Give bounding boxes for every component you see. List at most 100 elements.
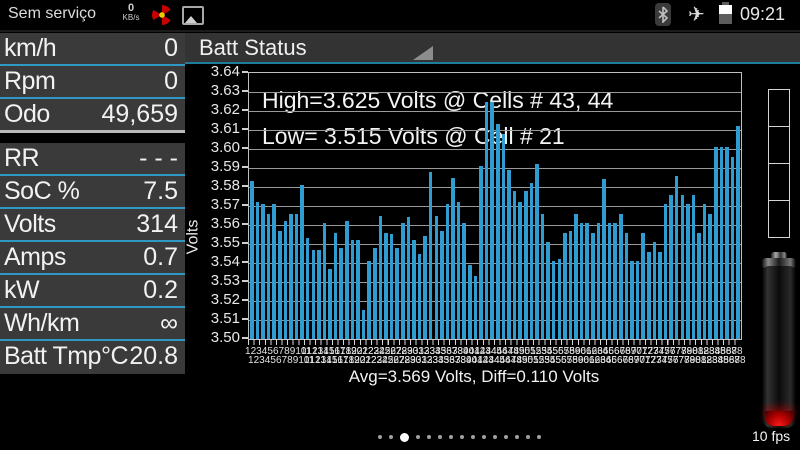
gridline — [249, 282, 741, 283]
gridline — [249, 130, 741, 131]
x-tick-label: 43 — [482, 355, 494, 366]
x-tick-label: 49 — [516, 355, 528, 366]
x-tick-label: 28 — [398, 355, 411, 366]
x-tick-label: 25 — [379, 346, 391, 357]
x-tick-label: 59 — [569, 346, 581, 357]
cell-voltage-bar — [730, 157, 735, 339]
y-tick-label: 3.55 — [210, 234, 240, 251]
x-tick-label: 40 — [463, 346, 475, 357]
y-tick-label: 3.61 — [210, 120, 240, 137]
cell-voltage-bar — [641, 233, 645, 339]
metric-label: Wh/km — [4, 309, 80, 337]
cell-voltage-bar — [708, 214, 713, 339]
x-tick-label: 15 — [323, 346, 335, 357]
cell-voltage-bar — [591, 233, 595, 339]
page-dot[interactable] — [449, 435, 453, 439]
x-tick-label: 36 — [440, 346, 452, 357]
battery-status-icon — [719, 2, 732, 24]
x-tick-label: 41 — [468, 346, 480, 357]
page-dot[interactable] — [378, 435, 382, 439]
x-tick-label: 39 — [457, 346, 469, 357]
page-indicator[interactable] — [378, 431, 541, 443]
x-tick-label: 31 — [412, 346, 424, 357]
cell-voltage-bar — [345, 221, 349, 339]
sidebar-row-wh-km: Wh/km ∞ — [0, 308, 185, 341]
x-tick-label: 76 — [664, 346, 676, 357]
x-tick-label: 16 — [331, 355, 343, 366]
page-dot[interactable] — [526, 435, 530, 439]
metric-value: 0 — [164, 34, 178, 62]
page-dot[interactable] — [482, 435, 486, 439]
page-dot[interactable] — [460, 435, 464, 439]
x-tick-label: 22 — [365, 355, 377, 366]
cell-voltage-bar — [523, 191, 528, 339]
x-tick-label: 83 — [706, 355, 718, 366]
cell-voltage-bar — [613, 223, 617, 339]
screen-selector-spinner[interactable]: Batt Status — [185, 33, 800, 64]
x-tick-label: 10 — [295, 346, 307, 357]
cell-voltage-bar — [272, 204, 276, 339]
x-tick-label: 6 — [272, 346, 279, 357]
page-dot[interactable] — [427, 435, 431, 439]
x-tick-label: 35 — [435, 346, 447, 357]
cell-voltage-bar — [619, 214, 623, 339]
gridline — [249, 168, 741, 169]
page-dot[interactable] — [416, 435, 420, 439]
x-tick-label: 9 — [292, 355, 299, 366]
page-dot[interactable] — [504, 435, 508, 439]
x-tick-label: 13 — [312, 346, 324, 357]
x-tick-label: 69 — [625, 346, 637, 357]
cell-voltage-bar — [546, 242, 550, 339]
battery-low-charge-fill — [765, 411, 793, 426]
page-dot[interactable] — [537, 435, 541, 439]
x-tick-label: 70 — [630, 346, 642, 357]
x-tick-label: 80 — [689, 355, 701, 366]
x-tick-label: 63 — [591, 346, 603, 357]
android-status-bar: Sem serviço 0 KB/s ✈ 09:21 — [0, 0, 800, 32]
page-dot[interactable] — [438, 435, 442, 439]
y-tick-label: 3.63 — [210, 82, 240, 99]
x-tick-label: 77 — [669, 346, 682, 357]
cell-voltage-bar — [529, 183, 534, 339]
x-tick-label: 68 — [622, 355, 634, 366]
y-tick-mark — [242, 242, 248, 244]
battery-level-fill — [719, 5, 732, 14]
battery-terminal-nub — [771, 252, 787, 259]
y-tick-mark — [242, 299, 248, 301]
x-tick-label: 72 — [644, 355, 657, 366]
x-tick-label: 1 — [245, 346, 251, 357]
cell-voltage-bar — [557, 259, 562, 339]
x-tick-label: 86 — [723, 355, 735, 366]
cell-voltage-bar — [501, 134, 506, 339]
sidebar-row-odo: Odo 49,659 — [0, 99, 185, 133]
y-tick-mark — [242, 318, 248, 320]
cell-voltage-bar — [400, 223, 405, 339]
fps-counter: 10 fps — [752, 428, 791, 444]
x-tick-label: 58 — [563, 346, 575, 357]
cell-voltage-bar — [255, 202, 260, 339]
x-tick-label: 4 — [264, 355, 271, 366]
page-dot[interactable] — [493, 435, 497, 439]
page-dot[interactable] — [389, 435, 393, 439]
x-tick-label: 32 — [421, 355, 433, 366]
x-tick-label: 26 — [384, 346, 396, 357]
page-dot[interactable] — [471, 435, 475, 439]
x-tick-label: 68 — [619, 346, 631, 357]
x-tick-label: 44 — [485, 346, 497, 357]
y-tick-label: 3.62 — [210, 101, 240, 118]
page-dot-active[interactable] — [400, 432, 409, 442]
metric-label: Volts — [4, 210, 56, 238]
x-tick-label: 74 — [656, 355, 668, 366]
cell-voltage-bar — [579, 223, 584, 339]
x-tick-label: 46 — [496, 346, 508, 357]
x-tick-label: 84 — [709, 346, 721, 357]
x-tick-label: 63 — [594, 355, 606, 366]
page-dot[interactable] — [515, 435, 519, 439]
cell-voltage-bar — [658, 252, 662, 339]
x-tick-label: 29 — [404, 355, 416, 366]
y-tick-label: 3.53 — [210, 272, 240, 289]
x-tick-label: 64 — [600, 355, 612, 366]
cell-voltage-bar — [339, 248, 344, 339]
cell-voltage-bar — [635, 261, 640, 339]
